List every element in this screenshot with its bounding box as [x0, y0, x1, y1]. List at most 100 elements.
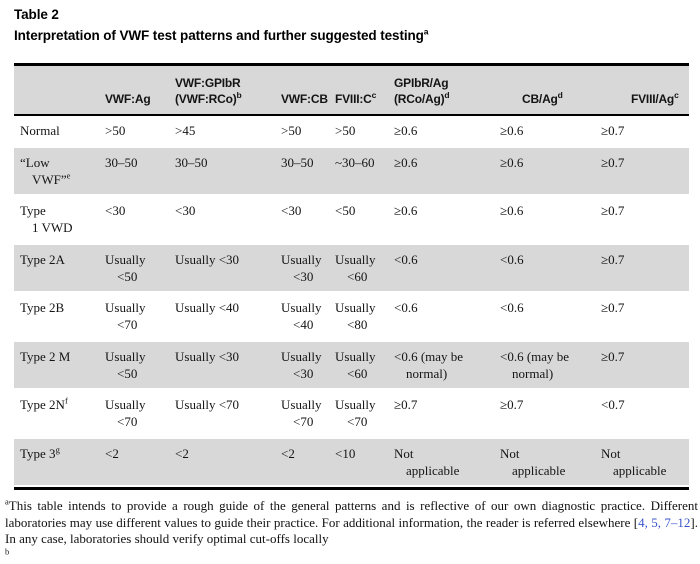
- cell-line: Usually: [335, 251, 391, 268]
- cell-line: ~30–60: [335, 154, 391, 171]
- column-header: VWF:CB: [281, 75, 335, 107]
- table-cell: 30–50: [175, 148, 281, 194]
- cell-line: >45: [175, 122, 278, 139]
- cell-line: <2: [105, 445, 172, 462]
- cell-line: Type 3g: [20, 445, 102, 462]
- column-header: FVIII/Agc: [601, 75, 689, 107]
- cell-line: Usually: [281, 299, 332, 316]
- cell-line: >50: [105, 122, 172, 139]
- table-cell: 30–50: [105, 148, 175, 194]
- cell-line: <60: [335, 268, 391, 285]
- table-cell: Usually<30: [281, 342, 335, 388]
- cell-line: <30: [175, 202, 278, 219]
- cell-line: ≥0.7: [394, 396, 497, 413]
- footnote-citation-link[interactable]: 4, 5, 7–12: [638, 515, 690, 530]
- cell-line: Type 2 M: [20, 348, 102, 365]
- table-cell: <50: [335, 196, 394, 242]
- footnote-a: aThis table intends to provide a rough g…: [5, 498, 698, 548]
- cell-line: 30–50: [105, 154, 172, 171]
- table-caption: Table 2 Interpretation of VWF test patte…: [14, 7, 700, 44]
- table-cell: ≥0.7: [601, 245, 689, 291]
- cell-line: Usually: [281, 396, 332, 413]
- table-cell: Usually<50: [105, 245, 175, 291]
- column-header: VWF:GPIbR(VWF:RCo)b: [175, 75, 281, 107]
- table-cell: <30: [281, 196, 335, 242]
- cell-line: Normal: [20, 122, 102, 139]
- cell-line: <0.6 (may be: [500, 348, 598, 365]
- cell-line: <2: [175, 445, 278, 462]
- header-line: FVIII/Agc: [631, 91, 687, 107]
- table-cell: ≥0.7: [500, 390, 601, 436]
- row-label: Normal: [20, 116, 105, 145]
- cell-line: normal): [394, 365, 497, 382]
- row-label: Type 2A: [20, 245, 105, 291]
- table-cell: ≥0.7: [601, 116, 689, 145]
- table-title: Interpretation of VWF test patterns and …: [14, 28, 700, 44]
- table-cell: <0.6: [394, 245, 500, 291]
- cell-line: Not: [394, 445, 497, 462]
- cell-line: Type 2Nf: [20, 396, 102, 413]
- table-cell: Usually<70: [105, 293, 175, 339]
- table-cell: Usually<50: [105, 342, 175, 388]
- cell-line: applicable: [394, 462, 497, 479]
- table-cell: >50: [281, 116, 335, 145]
- header-line: FVIII:Cc: [335, 91, 392, 107]
- column-header-empty: [20, 75, 105, 107]
- table-cell: 30–50: [281, 148, 335, 194]
- cell-line: Not: [500, 445, 598, 462]
- cell-line: Type: [20, 202, 102, 219]
- cell-line: Type 2A: [20, 251, 102, 268]
- footnote-marker-c: c: [674, 90, 679, 100]
- table-cell: <0.6: [500, 245, 601, 291]
- footnote-marker-c: c: [372, 90, 377, 100]
- cell-line: <2: [281, 445, 332, 462]
- cell-line: applicable: [601, 462, 686, 479]
- table-cell: Usually <70: [175, 390, 281, 436]
- footnote-marker-f: f: [65, 396, 68, 406]
- cell-line: <10: [335, 445, 391, 462]
- cell-line: Type 2B: [20, 299, 102, 316]
- table-cell: ~30–60: [335, 148, 394, 194]
- cell-line: <0.6: [500, 299, 598, 316]
- cell-line: <50: [105, 268, 172, 285]
- cell-line: <0.6: [394, 299, 497, 316]
- cell-line: Usually: [105, 348, 172, 365]
- table-cell: <0.7: [601, 390, 689, 436]
- cell-line: <30: [105, 202, 172, 219]
- table-cell: <2: [175, 439, 281, 485]
- row-label: Type 2B: [20, 293, 105, 339]
- table-cell: <2: [281, 439, 335, 485]
- table-cell: ≥0.7: [601, 293, 689, 339]
- cell-line: <30: [281, 268, 332, 285]
- cell-line: Usually: [335, 348, 391, 365]
- table-cell: <0.6: [500, 293, 601, 339]
- table-cell: >45: [175, 116, 281, 145]
- table-row: Normal>50>45>50>50≥0.6≥0.6≥0.7: [14, 116, 689, 145]
- table-cell: >50: [105, 116, 175, 145]
- table-cell: Usually<70: [281, 390, 335, 436]
- cell-line: <0.7: [601, 396, 686, 413]
- header-line: (VWF:RCo)b: [175, 91, 279, 107]
- header-line: VWF:CB: [281, 91, 333, 107]
- cell-line: <70: [335, 413, 391, 430]
- cell-line: <70: [105, 316, 172, 333]
- cell-line: Usually <40: [175, 299, 278, 316]
- footnote-marker-d: d: [444, 90, 449, 100]
- table-cell: Usually<60: [335, 342, 394, 388]
- cell-line: ≥0.6: [394, 154, 497, 171]
- row-label: Type 3g: [20, 439, 105, 485]
- cell-line: <0.6: [394, 251, 497, 268]
- cell-line: ≥0.7: [601, 251, 686, 268]
- header-line: VWF:Ag: [105, 91, 173, 107]
- cell-line: “Low: [20, 154, 102, 171]
- table-cell: <10: [335, 439, 394, 485]
- table-cell: Usually<70: [335, 390, 394, 436]
- table-cell: Usually<80: [335, 293, 394, 339]
- column-header: GPIbR/Ag(RCo/Ag)d: [394, 75, 500, 107]
